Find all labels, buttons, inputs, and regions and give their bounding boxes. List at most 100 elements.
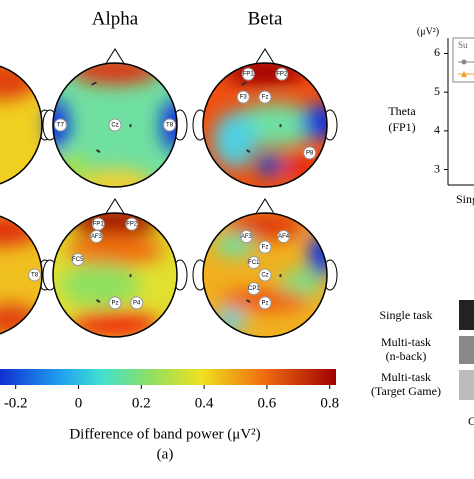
legend-marker [461,71,467,77]
row-bar [459,300,474,330]
electrode-marker [258,240,272,254]
head-fill [53,213,177,337]
electrode-dot [279,125,282,128]
electrode-dot [129,125,132,128]
y-tick-label: 3 [434,161,440,175]
electrode-marker [275,67,289,81]
electrode-label: Cz [261,273,268,279]
head-outline [0,65,43,185]
unit-label: (μV²) [417,26,439,37]
power-blob [256,155,284,175]
electrode-marker [130,296,144,310]
electrode-label: P8 [306,150,314,156]
electrode-label: CP1 [248,286,260,292]
electrode-dot [96,299,99,302]
power-blob [302,104,327,140]
legend-marker [461,59,467,65]
power-blob [75,169,155,187]
electrode-marker [258,296,272,310]
x-tick-label: Sing [456,192,474,206]
colorbar-tick-label: -0.2 [4,395,28,411]
electrode-label: AF3 [91,234,103,240]
topomap: T7 Cz T8 [42,48,188,188]
y-axis-label: Theta [388,104,416,118]
electrode-dot [96,149,99,152]
head-outline [52,212,178,338]
electrode-label: FP2 [276,72,288,78]
y-tick-label: 6 [434,45,440,59]
electrode-dot [244,81,247,84]
power-blob [70,311,160,337]
head-outline [202,62,328,188]
power-blob [70,63,160,84]
electrode-label: FC1 [248,260,260,266]
head-fill [203,63,327,187]
electrode-label: FP2 [126,222,138,228]
topomap: FP1 FP2 AF3 FC5 Pz P4 [42,198,188,338]
electrode-marker [277,230,291,244]
row-label: (n-back) [386,349,427,363]
power-blob [60,263,140,307]
colorbar-tick-label: 0.8 [320,395,339,411]
row-label: (Target Game) [371,384,441,398]
colorbar-tick-label: 0.2 [132,395,151,411]
electrode-marker [91,217,105,231]
electrode-label: Pz [261,300,268,306]
electrode-dot [129,275,132,278]
electrode-marker [241,67,255,81]
electrode-dot [94,81,97,84]
caption: (a) [157,446,174,462]
power-blob [65,234,165,266]
colorbar-tick-label: 0.4 [195,395,214,411]
power-blob [213,112,257,168]
electrode-marker [53,118,67,132]
electrode-label: FP1 [93,222,105,228]
topomap: FP1 FP2 F3 Fz P8 [192,48,338,188]
electrode-label: AF4 [278,234,290,240]
head-outline [202,212,328,338]
colorbar [0,369,336,385]
legend-label: Su [458,40,468,50]
electrode-marker [108,296,122,310]
column-title: Alpha [92,8,139,29]
electrode-dot [279,275,282,278]
x-tick-label: C [468,414,474,428]
electrode-label: F3 [240,95,248,101]
head-nose [104,198,126,216]
electrode-marker [303,146,317,160]
electrode-label: FP1 [243,72,255,78]
electrode-marker [247,282,261,296]
electrode-label: P4 [133,300,141,306]
row-label: Single task [380,308,433,322]
electrode-label: FC5 [72,257,84,263]
colorbar-tick-label: 0 [75,395,83,411]
head-outline [52,62,178,188]
row-bar [459,336,474,364]
electrode-marker [89,230,103,244]
electrode-label: T8 [166,123,174,129]
y-tick-label: 4 [434,123,440,137]
head-nose [254,48,276,66]
power-blob [214,308,246,332]
electrode-marker [239,230,253,244]
electrode-label: T7 [57,123,65,129]
electrode-marker [28,268,42,282]
electrode-dot [246,299,249,302]
topomap: AF3 AF4 Fz FC1 Cz CP1 Pz [192,198,338,338]
head-nose [104,48,126,66]
electrode-label: Fz [262,245,269,251]
row-label: Multi-task [381,335,431,349]
electrode-marker [236,90,250,104]
head-outline [0,215,43,335]
electrode-label: Pz [111,300,118,306]
power-blob [308,233,327,277]
colorbar-tick-label: 0.6 [258,395,277,411]
colorbar-label: Difference of band power (μV²) [69,426,260,442]
electrode-marker [163,118,177,132]
row-bar [459,370,474,400]
power-blob [53,154,90,186]
electrode-marker [125,217,139,231]
electrode-marker [258,268,272,282]
